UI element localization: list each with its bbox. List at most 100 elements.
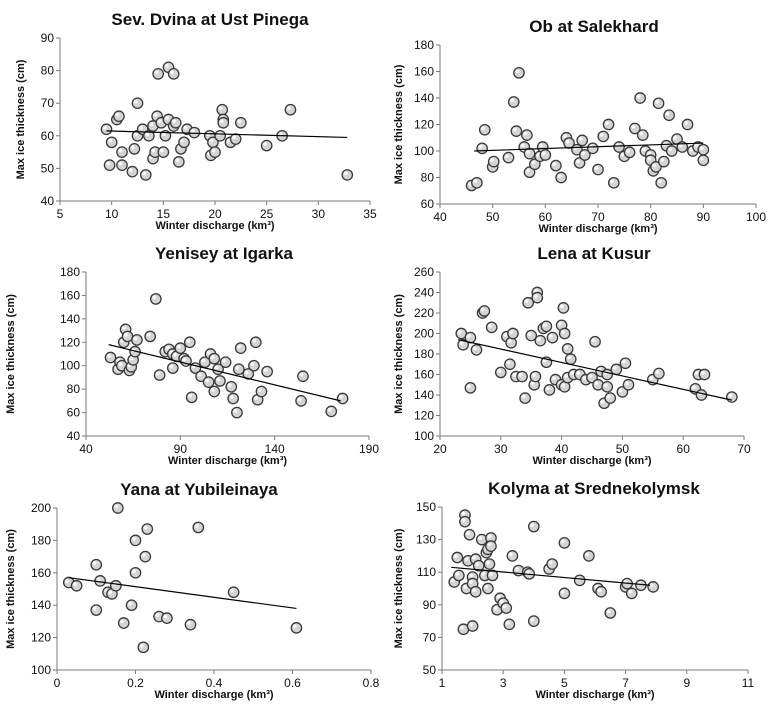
data-point [602, 118, 615, 131]
data-point [161, 612, 173, 625]
data-point [451, 551, 464, 564]
data-point [576, 134, 589, 147]
data-point [232, 363, 245, 376]
data-point [500, 602, 513, 614]
data-point [546, 331, 559, 344]
data-point [525, 329, 538, 342]
data-point [125, 599, 138, 612]
data-point [229, 133, 242, 145]
x-tick-label: 70 [591, 210, 605, 224]
x-tick-label: 80 [644, 210, 658, 224]
data-point [185, 391, 198, 404]
data-point [297, 370, 309, 383]
data-point [607, 176, 620, 189]
chart-title: Yenisey at Igarka [155, 244, 294, 263]
data-point [597, 130, 610, 143]
x-axis-label: Winter discharge (km³) [154, 689, 273, 701]
data-point [152, 68, 165, 80]
data-point [234, 342, 247, 354]
data-point [159, 129, 172, 142]
data-point [592, 163, 604, 176]
data-point [604, 607, 617, 619]
y-tick-label: 100 [414, 144, 434, 158]
y-tick-label: 60 [67, 406, 81, 420]
data-point [505, 336, 517, 349]
data-point [564, 353, 577, 365]
data-point [663, 109, 675, 122]
data-point [629, 122, 641, 135]
y-tick-label: 120 [414, 409, 434, 423]
data-point [558, 587, 571, 600]
x-tick-label: 0.8 [363, 676, 380, 690]
data-point [184, 618, 197, 631]
data-point [503, 618, 516, 631]
x-tick-label: 35 [363, 207, 377, 221]
data-point [470, 344, 483, 356]
data-point [195, 370, 207, 383]
data-point [90, 558, 103, 571]
x-tick-label: 50 [616, 442, 630, 456]
data-point [504, 358, 516, 371]
y-tick-label: 140 [414, 388, 434, 402]
y-tick-label: 180 [31, 533, 51, 547]
data-point [523, 166, 536, 179]
x-axis-label: Winter discharge (km³) [168, 455, 287, 467]
data-point [573, 574, 586, 587]
x-tick-label: 15 [157, 207, 171, 221]
data-point [589, 335, 601, 348]
data-point [578, 149, 591, 161]
data-point [188, 126, 201, 139]
trend-line [458, 339, 732, 401]
data-point [217, 116, 230, 129]
panel-sev-dvina: Sev. Dvina at Ust Pinega 40 50 60 70 80 90 5 10 1… [15, 10, 377, 232]
y-tick-label: 120 [31, 631, 51, 645]
data-point [623, 146, 636, 159]
data-point [111, 502, 124, 514]
data-point [207, 136, 219, 149]
data-point [528, 158, 541, 171]
data-point [143, 129, 155, 142]
x-tick-label: 90 [174, 442, 188, 456]
data-point [657, 155, 670, 168]
data-point [531, 291, 544, 304]
data-point [260, 139, 273, 152]
data-point [647, 581, 659, 593]
trend-line [108, 344, 341, 402]
data-point [249, 336, 262, 349]
data-point [234, 116, 247, 129]
data-point [550, 159, 562, 172]
data-point [486, 569, 499, 582]
data-point [113, 110, 125, 123]
data-point [523, 147, 536, 160]
y-tick-label: 150 [416, 500, 436, 514]
data-point [104, 351, 117, 364]
data-point [336, 392, 349, 405]
data-point [325, 405, 338, 418]
data-point [573, 157, 586, 169]
y-tick-label: 140 [414, 91, 434, 105]
data-point [117, 617, 130, 629]
data-point [610, 363, 623, 376]
data-point [698, 368, 711, 381]
chart-title: Sev. Dvina at Ust Pinega [111, 10, 309, 29]
y-tick-label: 160 [60, 288, 80, 302]
y-tick-label: 50 [41, 161, 55, 175]
x-tick-label: 7 [622, 676, 629, 690]
data-point [457, 623, 470, 636]
x-tick-label: 10 [105, 207, 119, 221]
x-tick-label: 90 [697, 210, 711, 224]
y-tick-label: 160 [414, 65, 434, 79]
data-point [586, 142, 599, 155]
data-point [543, 384, 556, 396]
trend-line [451, 566, 651, 586]
data-point [139, 550, 152, 563]
data-point [70, 579, 83, 592]
data-point [227, 392, 240, 405]
data-point [466, 620, 479, 632]
chart-title: Yana at Yubileinaya [120, 480, 278, 499]
data-point [534, 334, 547, 347]
data-point [558, 537, 571, 549]
data-point [636, 129, 649, 141]
data-point [208, 385, 221, 398]
